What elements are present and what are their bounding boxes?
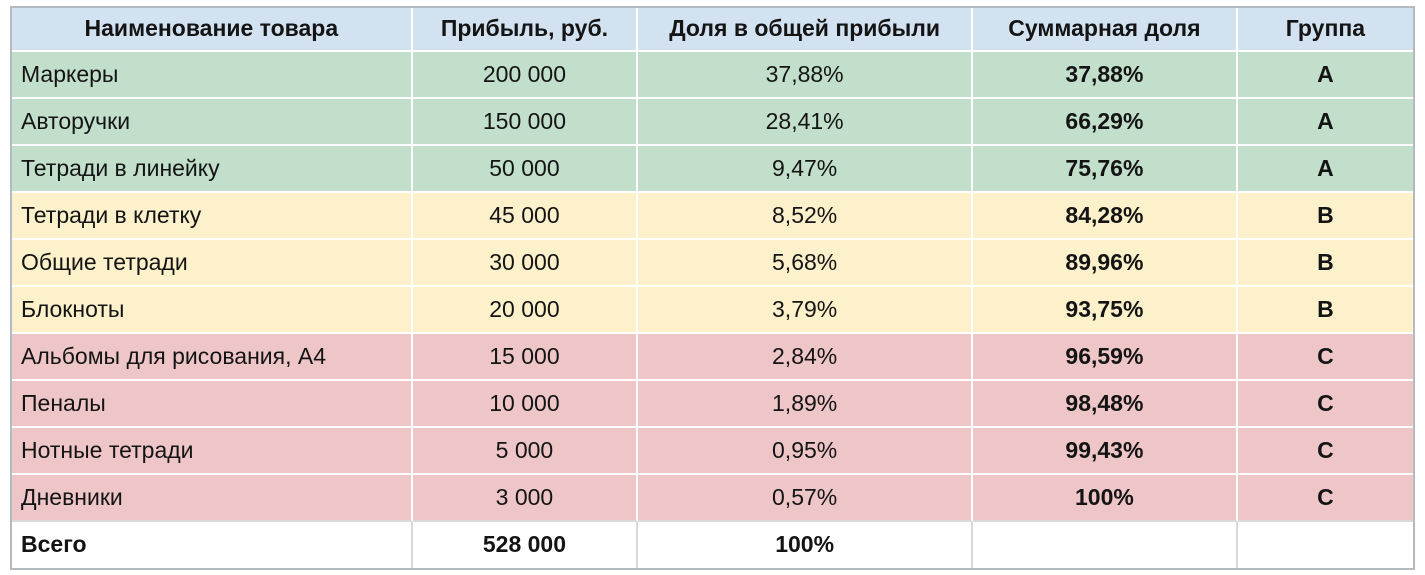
- total-share-cell: 100%: [638, 522, 974, 568]
- group-cell: B: [1237, 287, 1413, 334]
- share-cell: 1,89%: [638, 381, 974, 428]
- group-cell: B: [1237, 240, 1413, 287]
- product-name-cell: Маркеры: [12, 52, 413, 99]
- product-name-cell: Дневники: [12, 475, 413, 522]
- product-name-cell: Альбомы для рисования, А4: [12, 334, 413, 381]
- col-header-profit: Прибыль, руб.: [412, 8, 639, 52]
- table-row-dnevniki: Дневники 3 000 0,57% 100% C: [12, 475, 1413, 522]
- cumulative-share-cell: 66,29%: [973, 99, 1238, 146]
- profit-cell: 150 000: [412, 99, 639, 146]
- profit-cell: 3 000: [412, 475, 639, 522]
- share-cell: 3,79%: [638, 287, 974, 334]
- profit-cell: 10 000: [412, 381, 639, 428]
- group-cell: A: [1237, 146, 1413, 193]
- profit-cell: 50 000: [412, 146, 639, 193]
- cumulative-share-cell: 37,88%: [973, 52, 1238, 99]
- group-cell: B: [1237, 193, 1413, 240]
- col-header-group: Группа: [1237, 8, 1413, 52]
- abc-analysis-table-wrap: Наименование товара Прибыль, руб. Доля в…: [10, 6, 1415, 570]
- cumulative-share-cell: 89,96%: [973, 240, 1238, 287]
- profit-cell: 20 000: [412, 287, 639, 334]
- table-row-albomy-a4: Альбомы для рисования, А4 15 000 2,84% 9…: [12, 334, 1413, 381]
- profit-cell: 200 000: [412, 52, 639, 99]
- share-cell: 28,41%: [638, 99, 974, 146]
- table-row-avtoruchki: Авторучки 150 000 28,41% 66,29% A: [12, 99, 1413, 146]
- product-name-cell: Блокноты: [12, 287, 413, 334]
- table-row-tetradi-v-kletku: Тетради в клетку 45 000 8,52% 84,28% B: [12, 193, 1413, 240]
- table-row-notnye-tetradi: Нотные тетради 5 000 0,95% 99,43% C: [12, 428, 1413, 475]
- profit-cell: 15 000: [412, 334, 639, 381]
- product-name-cell: Тетради в линейку: [12, 146, 413, 193]
- profit-cell: 45 000: [412, 193, 639, 240]
- profit-cell: 30 000: [412, 240, 639, 287]
- product-name-cell: Нотные тетради: [12, 428, 413, 475]
- profit-cell: 5 000: [412, 428, 639, 475]
- total-group-cell: [1237, 522, 1413, 568]
- share-cell: 9,47%: [638, 146, 974, 193]
- cumulative-share-cell: 100%: [973, 475, 1238, 522]
- cumulative-share-cell: 93,75%: [973, 287, 1238, 334]
- group-cell: C: [1237, 475, 1413, 522]
- product-name-cell: Авторучки: [12, 99, 413, 146]
- share-cell: 8,52%: [638, 193, 974, 240]
- group-cell: C: [1237, 428, 1413, 475]
- product-name-cell: Пеналы: [12, 381, 413, 428]
- table-header: Наименование товара Прибыль, руб. Доля в…: [12, 8, 1413, 52]
- group-cell: C: [1237, 381, 1413, 428]
- share-cell: 0,57%: [638, 475, 974, 522]
- col-header-cumulative-share: Суммарная доля: [973, 8, 1238, 52]
- cumulative-share-cell: 98,48%: [973, 381, 1238, 428]
- group-cell: A: [1237, 99, 1413, 146]
- col-header-profit-share: Доля в общей прибыли: [638, 8, 974, 52]
- table-row-total: Всего 528 000 100%: [12, 522, 1413, 568]
- cumulative-share-cell: 75,76%: [973, 146, 1238, 193]
- table-row-bloknoty: Блокноты 20 000 3,79% 93,75% B: [12, 287, 1413, 334]
- table-row-penaly: Пеналы 10 000 1,89% 98,48% C: [12, 381, 1413, 428]
- table-body: Маркеры 200 000 37,88% 37,88% A Авторучк…: [12, 52, 1413, 568]
- table-row-obschie-tetradi: Общие тетради 30 000 5,68% 89,96% B: [12, 240, 1413, 287]
- total-label-cell: Всего: [12, 522, 413, 568]
- group-cell: A: [1237, 52, 1413, 99]
- col-header-product-name: Наименование товара: [12, 8, 413, 52]
- share-cell: 2,84%: [638, 334, 974, 381]
- share-cell: 5,68%: [638, 240, 974, 287]
- cumulative-share-cell: 84,28%: [973, 193, 1238, 240]
- product-name-cell: Общие тетради: [12, 240, 413, 287]
- total-profit-cell: 528 000: [412, 522, 639, 568]
- abc-analysis-table: Наименование товара Прибыль, руб. Доля в…: [12, 8, 1413, 568]
- product-name-cell: Тетради в клетку: [12, 193, 413, 240]
- cumulative-share-cell: 96,59%: [973, 334, 1238, 381]
- header-row: Наименование товара Прибыль, руб. Доля в…: [12, 8, 1413, 52]
- group-cell: C: [1237, 334, 1413, 381]
- total-cumulative-cell: [973, 522, 1238, 568]
- share-cell: 0,95%: [638, 428, 974, 475]
- cumulative-share-cell: 99,43%: [973, 428, 1238, 475]
- table-row-markery: Маркеры 200 000 37,88% 37,88% A: [12, 52, 1413, 99]
- share-cell: 37,88%: [638, 52, 974, 99]
- table-row-tetradi-v-lineyku: Тетради в линейку 50 000 9,47% 75,76% A: [12, 146, 1413, 193]
